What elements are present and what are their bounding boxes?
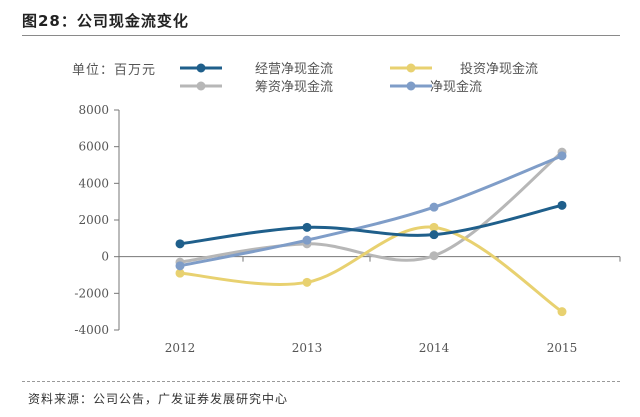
- data-point: [429, 251, 439, 261]
- y-tick-label: 6000: [78, 140, 109, 154]
- y-tick-label: -2000: [74, 286, 109, 300]
- data-point: [429, 230, 439, 240]
- x-tick-label: 2013: [292, 341, 323, 355]
- series-line: [178, 150, 564, 264]
- legend-item-4: 净现金流: [390, 79, 482, 95]
- data-point: [557, 200, 567, 210]
- y-tick-label: 2000: [78, 213, 109, 227]
- legend-swatch-marker: [406, 81, 416, 91]
- y-tick-label: 8000: [78, 103, 109, 117]
- legend-label: 投资净现金流: [460, 61, 538, 77]
- legend-label: 经营净现金流: [255, 61, 333, 77]
- data-point: [557, 151, 567, 161]
- legend-label: 筹资净现金流: [255, 79, 333, 95]
- legend-swatch-marker: [196, 81, 206, 91]
- x-tick-label: 2012: [165, 341, 196, 355]
- data-point: [175, 268, 185, 278]
- legend-item-3: 筹资净现金流: [180, 79, 333, 95]
- y-axis: 8000 6000 4000 2000 0 -2000 -4000: [74, 103, 120, 337]
- data-point: [429, 202, 439, 212]
- series-2: [175, 222, 567, 317]
- x-axis: 2012 2013 2014 2015: [118, 256, 621, 355]
- y-tick-label: 0: [101, 250, 109, 264]
- legend-item-1: 经营净现金流: [180, 61, 333, 77]
- legend-item-2: 投资净现金流: [390, 61, 538, 77]
- data-point: [175, 239, 185, 249]
- y-tick-label: 4000: [78, 176, 109, 190]
- data-point: [302, 235, 312, 245]
- legend-swatch-marker: [406, 63, 416, 73]
- data-point: [557, 307, 567, 317]
- title-divider: [22, 35, 620, 36]
- data-point: [302, 277, 312, 287]
- unit-label: 单位：百万元: [72, 63, 157, 78]
- series-line: [178, 203, 564, 246]
- series-layer: [175, 147, 567, 317]
- legend-label: 净现金流: [430, 79, 482, 95]
- source-note: 资料来源：公司公告，广发证券发展研究中心: [28, 392, 289, 406]
- data-point: [175, 261, 185, 271]
- data-point: [429, 222, 439, 232]
- figure-title: 图28：公司现金流变化: [22, 12, 189, 30]
- x-tick-label: 2014: [419, 341, 450, 355]
- footer-divider: [22, 381, 620, 382]
- series-line: [178, 154, 564, 268]
- data-point: [302, 222, 312, 232]
- series-4: [175, 151, 567, 271]
- x-tick-label: 2015: [547, 341, 578, 355]
- series-line: [178, 225, 564, 314]
- legend-swatch-marker: [196, 63, 206, 73]
- y-tick-label: -4000: [74, 323, 109, 337]
- series-1: [175, 200, 567, 249]
